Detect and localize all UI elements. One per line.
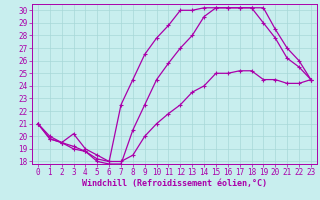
X-axis label: Windchill (Refroidissement éolien,°C): Windchill (Refroidissement éolien,°C): [82, 179, 267, 188]
